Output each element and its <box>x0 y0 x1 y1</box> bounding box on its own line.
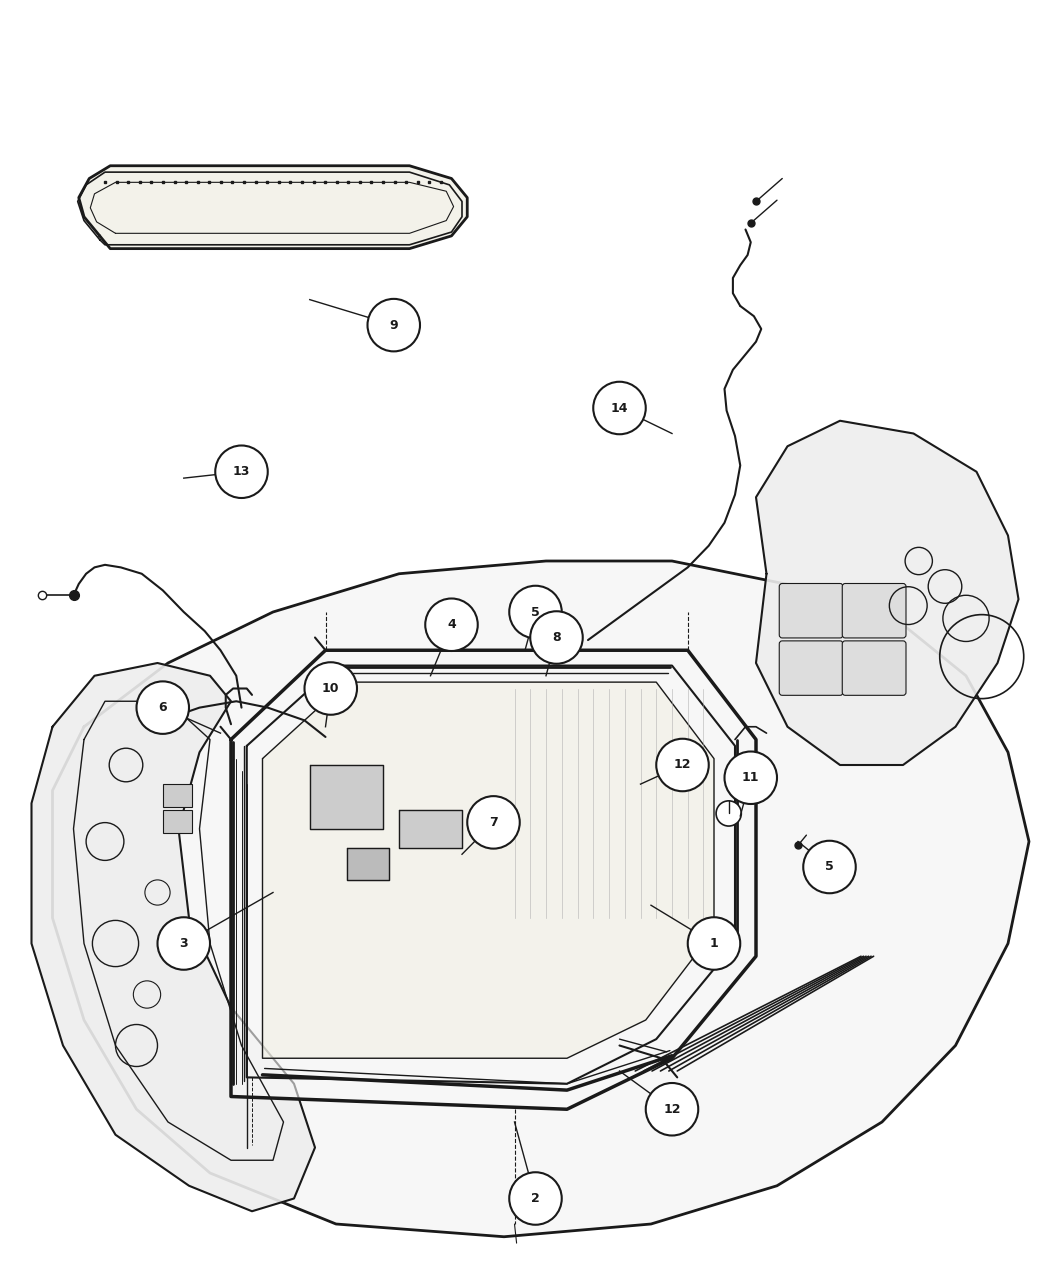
FancyBboxPatch shape <box>842 641 906 695</box>
Text: 4: 4 <box>447 618 456 631</box>
Circle shape <box>304 662 357 715</box>
Polygon shape <box>52 561 1029 1237</box>
Circle shape <box>136 681 189 734</box>
FancyBboxPatch shape <box>842 584 906 638</box>
Circle shape <box>688 917 740 970</box>
Text: 3: 3 <box>180 937 188 950</box>
Bar <box>163 784 192 807</box>
Circle shape <box>215 445 268 499</box>
Polygon shape <box>32 663 315 1211</box>
Polygon shape <box>756 421 1018 765</box>
Circle shape <box>646 1082 698 1136</box>
Circle shape <box>593 381 646 435</box>
Circle shape <box>368 298 420 352</box>
Polygon shape <box>399 810 462 848</box>
Circle shape <box>656 738 709 792</box>
Text: 14: 14 <box>611 402 628 414</box>
Bar <box>163 810 192 833</box>
Text: 1: 1 <box>710 937 718 950</box>
Text: 5: 5 <box>531 606 540 618</box>
Circle shape <box>158 917 210 970</box>
Circle shape <box>509 1172 562 1225</box>
Text: 5: 5 <box>825 861 834 873</box>
Text: 13: 13 <box>233 465 250 478</box>
Circle shape <box>803 840 856 894</box>
Circle shape <box>724 751 777 805</box>
Polygon shape <box>262 682 714 1058</box>
Circle shape <box>425 598 478 652</box>
Circle shape <box>467 796 520 849</box>
Text: 8: 8 <box>552 631 561 644</box>
Text: 9: 9 <box>390 319 398 332</box>
Circle shape <box>509 585 562 639</box>
Polygon shape <box>79 166 467 249</box>
FancyBboxPatch shape <box>779 584 843 638</box>
FancyBboxPatch shape <box>779 641 843 695</box>
Text: 12: 12 <box>674 759 691 771</box>
Text: 6: 6 <box>159 701 167 714</box>
Polygon shape <box>310 765 383 829</box>
Text: 12: 12 <box>664 1103 680 1116</box>
Polygon shape <box>231 650 756 1109</box>
Text: 2: 2 <box>531 1192 540 1205</box>
Circle shape <box>530 611 583 664</box>
Text: 7: 7 <box>489 816 498 829</box>
Polygon shape <box>346 848 388 880</box>
Text: 10: 10 <box>322 682 339 695</box>
Text: 11: 11 <box>742 771 759 784</box>
Circle shape <box>716 801 741 826</box>
